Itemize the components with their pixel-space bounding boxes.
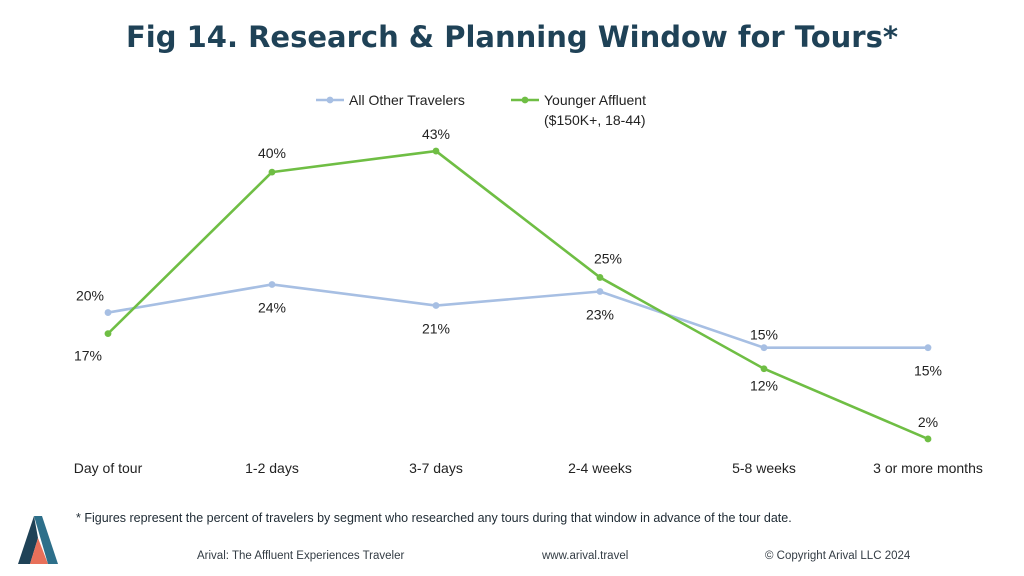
data-label: 15%	[750, 327, 778, 343]
data-point	[760, 344, 768, 352]
legend-marker	[521, 96, 529, 104]
data-label: 43%	[422, 126, 450, 142]
data-point	[104, 330, 112, 338]
legend-label-sub: ($150K+, 18-44)	[544, 112, 646, 128]
x-tick-label: 5-8 weeks	[732, 460, 796, 476]
series-line-1	[107, 283, 928, 349]
data-point	[432, 302, 440, 309]
data-label: 15%	[914, 363, 942, 379]
data-point	[432, 147, 440, 155]
legend-label-2: Younger Affluent	[544, 92, 646, 108]
x-tick-label: 1-2 days	[245, 460, 299, 476]
data-point	[104, 309, 112, 316]
logo-accent-shape	[30, 538, 48, 564]
data-label: 21%	[422, 321, 450, 337]
footer-url[interactable]: www.arival.travel	[542, 550, 629, 562]
data-point	[596, 288, 604, 295]
x-tick-label: 3 or more months	[873, 460, 983, 476]
footnote: * Figures represent the percent of trave…	[76, 511, 792, 525]
data-label: 40%	[258, 145, 286, 161]
data-point	[268, 168, 276, 176]
x-tick-label: Day of tour	[74, 460, 143, 476]
footer-left: Arival: The Affluent Experiences Travele…	[197, 550, 405, 562]
logo-right-shape	[34, 516, 58, 564]
data-label: 23%	[586, 306, 614, 322]
x-tick-label: 3-7 days	[409, 460, 463, 476]
logo-dark-shape	[18, 516, 38, 564]
data-label: 24%	[258, 299, 286, 315]
footer-copyright: © Copyright Arival LLC 2024	[765, 550, 911, 562]
legend-label-1: All Other Travelers	[349, 92, 465, 108]
arival-logo	[14, 514, 62, 571]
data-point	[596, 274, 604, 281]
data-point	[268, 281, 276, 288]
data-point	[760, 365, 768, 373]
data-label: 25%	[594, 250, 622, 266]
legend-marker	[326, 96, 334, 104]
data-label: 17%	[74, 348, 102, 364]
data-point	[924, 435, 932, 443]
series-line-2	[107, 149, 929, 441]
data-label: 12%	[750, 378, 778, 394]
data-label: 2%	[918, 414, 938, 430]
x-tick-label: 2-4 weeks	[568, 460, 632, 476]
chart-title: Fig 14. Research & Planning Window for T…	[126, 20, 898, 54]
data-label: 20%	[76, 288, 104, 304]
data-point	[924, 344, 932, 352]
